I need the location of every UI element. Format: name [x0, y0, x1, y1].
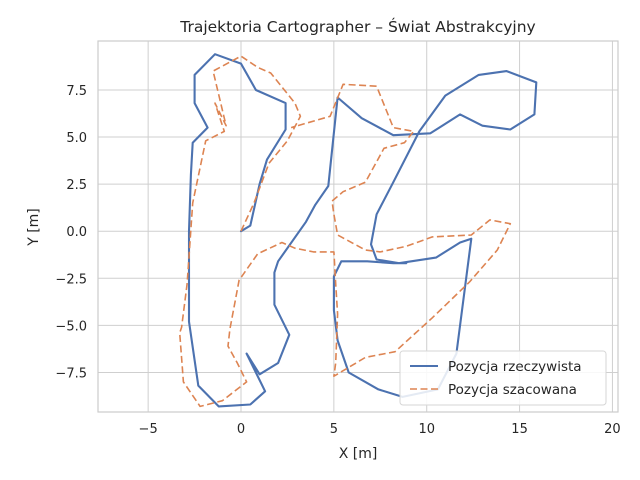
y-tick-label: 7.5: [66, 84, 87, 99]
legend-label: Pozycja szacowana: [448, 382, 577, 398]
x-tick-label: 5: [330, 422, 338, 437]
chart-title: Trajektoria Cartographer – Świat Abstrak…: [179, 17, 535, 36]
y-tick-label: −2.5: [55, 272, 87, 287]
x-tick-label: −5: [139, 422, 158, 437]
x-tick-label: 0: [237, 422, 245, 437]
legend: Pozycja rzeczywista Pozycja szacowana: [399, 350, 607, 406]
y-tick-label: 5.0: [66, 131, 87, 146]
x-tick-label: 20: [604, 422, 621, 437]
x-axis-label: X [m]: [339, 446, 378, 462]
x-tick-label: 10: [418, 422, 435, 437]
x-tick-label: 15: [511, 422, 528, 437]
series-line-estimated: [178, 55, 512, 408]
y-tick-label: 2.5: [66, 178, 87, 193]
y-axis-label: Y [m]: [26, 208, 42, 247]
y-tick-label: −5.0: [55, 319, 87, 334]
grid: [98, 41, 618, 412]
plot-frame: [97, 40, 619, 413]
legend-box: [399, 350, 607, 406]
legend-label: Pozycja rzeczywista: [448, 359, 582, 375]
y-tick-label: −7.5: [55, 366, 87, 381]
y-tick-label: 0.0: [66, 225, 87, 240]
tick-labels: −5 0 5 10 15 20 −7.5 −5.0 −2.5 0.0 2.5 5.0 7.5: [55, 84, 620, 437]
